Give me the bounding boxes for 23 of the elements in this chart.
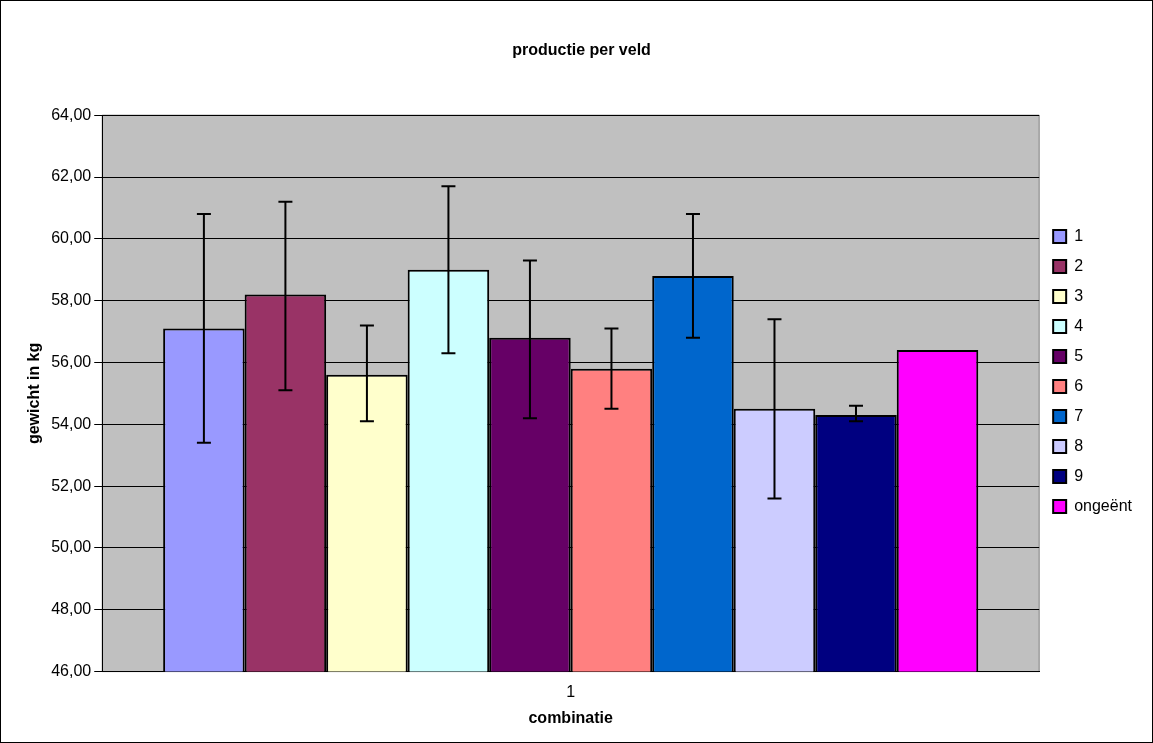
y-tick-label: 52,00 xyxy=(51,476,92,494)
legend-label: 9 xyxy=(1074,466,1084,484)
chart-title: productie per veld xyxy=(512,41,651,59)
y-tick-label: 60,00 xyxy=(51,229,92,247)
legend-label: 1 xyxy=(1074,226,1084,244)
y-axis-title: gewicht in kg xyxy=(25,342,43,445)
x-axis-title: combinatie xyxy=(528,708,614,726)
y-tick-label: 48,00 xyxy=(51,600,92,618)
y-tick-label: 62,00 xyxy=(51,167,92,185)
legend-label: 3 xyxy=(1074,286,1084,304)
legend-label: 5 xyxy=(1074,346,1084,364)
y-tick-label: 50,00 xyxy=(51,538,92,556)
legend-label: ongeënt xyxy=(1074,496,1133,514)
y-tick-label: 54,00 xyxy=(51,414,92,432)
y-tick-label: 46,00 xyxy=(51,662,92,680)
legend-label: 2 xyxy=(1074,256,1084,274)
y-tick-label: 64,00 xyxy=(51,105,92,123)
legend-label: 4 xyxy=(1074,316,1084,334)
legend-label: 8 xyxy=(1074,436,1084,454)
y-tick-label: 56,00 xyxy=(51,352,92,370)
y-tick-label: 58,00 xyxy=(51,291,92,309)
legend-label: 6 xyxy=(1074,376,1084,394)
legend-label: 7 xyxy=(1074,406,1084,424)
